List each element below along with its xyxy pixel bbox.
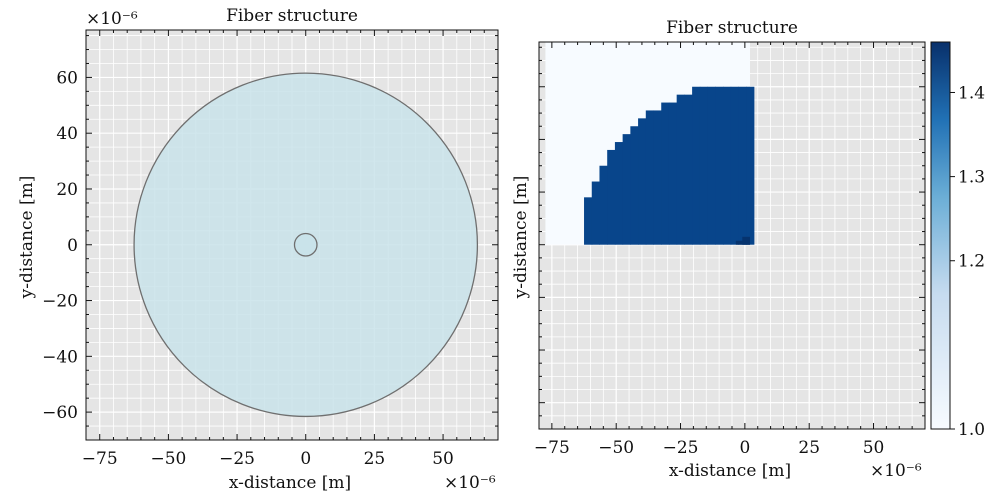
mesh-cell-core (735, 240, 751, 245)
mesh-cell-cladding (661, 102, 670, 245)
mesh-cell-cladding (692, 86, 701, 245)
mesh-cell-cladding (738, 86, 747, 245)
left-y-scale-label: ×10⁻⁶ (86, 9, 138, 29)
mesh-cell-cladding (699, 86, 709, 245)
mesh-cell-cladding (645, 110, 655, 245)
x-tick-label: 0 (739, 438, 750, 458)
x-tick-label: −25 (219, 449, 255, 469)
mesh-cell-cladding (607, 149, 616, 245)
left-x-scale-label: ×10⁻⁶ (444, 473, 496, 493)
x-tick-label: 50 (432, 449, 454, 469)
y-tick-label: −20 (42, 292, 78, 312)
mesh-cell-cladding (730, 86, 739, 245)
y-tick-label: 20 (56, 180, 78, 200)
x-tick-label: 25 (364, 449, 386, 469)
mesh-cell-cladding (591, 181, 600, 245)
colorbar (930, 41, 951, 430)
y-tick-label: 60 (56, 68, 78, 88)
mesh-cell-cladding (614, 142, 624, 245)
right-y-axis-label: y-distance [m] (511, 176, 531, 300)
x-tick-label: 50 (863, 438, 885, 458)
mesh-cell-cladding (707, 86, 716, 245)
left-y-axis-label: y-distance [m] (17, 176, 37, 300)
mesh-cell-cladding (684, 94, 693, 245)
mesh-cell-cladding (599, 165, 608, 245)
colorbar-tick-label: 1.0 (958, 420, 985, 440)
left-plot: Fiber structure −75 −50 −25 0 25 50 −60 −40 −20 0… (17, 6, 499, 493)
colorbar-tick-label: 1.2 (958, 252, 985, 272)
mesh-cell-cladding (722, 86, 732, 245)
index-mesh (545, 42, 755, 245)
mesh-cell-cladding (653, 110, 662, 245)
y-tick-label: 0 (67, 236, 78, 256)
right-plot: Fiber structure −75 −50 −25 0 25 50 ×10⁻⁶ x-d… (511, 18, 985, 481)
right-ticks: −75 −50 −25 0 25 50 (534, 42, 926, 458)
x-tick-label: −75 (534, 438, 570, 458)
core-circle (293, 232, 318, 257)
left-x-axis-label: x-distance [m] (229, 473, 351, 493)
mesh-cell-cladding (676, 94, 685, 245)
colorbar-tick-label: 1.4 (958, 83, 985, 103)
right-title: Fiber structure (666, 18, 798, 38)
mesh-cell-cladding (584, 197, 593, 245)
mesh-cell-cladding (630, 126, 639, 245)
mesh-cell-cladding (715, 86, 724, 245)
x-tick-label: 25 (798, 438, 820, 458)
x-tick-label: −75 (82, 449, 118, 469)
right-x-axis-label: x-distance [m] (669, 461, 791, 481)
y-tick-label: −40 (42, 347, 78, 367)
colorbar-tick-label: 1.3 (958, 168, 985, 188)
x-tick-label: −25 (663, 438, 699, 458)
left-ticks: −75 −50 −25 0 25 50 −60 −40 −20 0 20 40 60 (42, 30, 499, 469)
left-title: Fiber structure (226, 6, 358, 26)
mesh-cell-cladding (668, 102, 678, 245)
mesh-cell-cladding (622, 134, 631, 245)
mesh-cell-cladding (638, 118, 647, 245)
y-tick-label: −60 (42, 403, 78, 423)
colorbar-ticks: 1.0 1.2 1.3 1.4 (950, 83, 985, 440)
mesh-cell-cladding (746, 86, 755, 245)
x-tick-label: −50 (150, 449, 186, 469)
y-tick-label: 40 (56, 124, 78, 144)
x-tick-label: −50 (598, 438, 634, 458)
x-tick-label: 0 (300, 449, 311, 469)
right-x-scale-label: ×10⁻⁶ (870, 461, 922, 481)
